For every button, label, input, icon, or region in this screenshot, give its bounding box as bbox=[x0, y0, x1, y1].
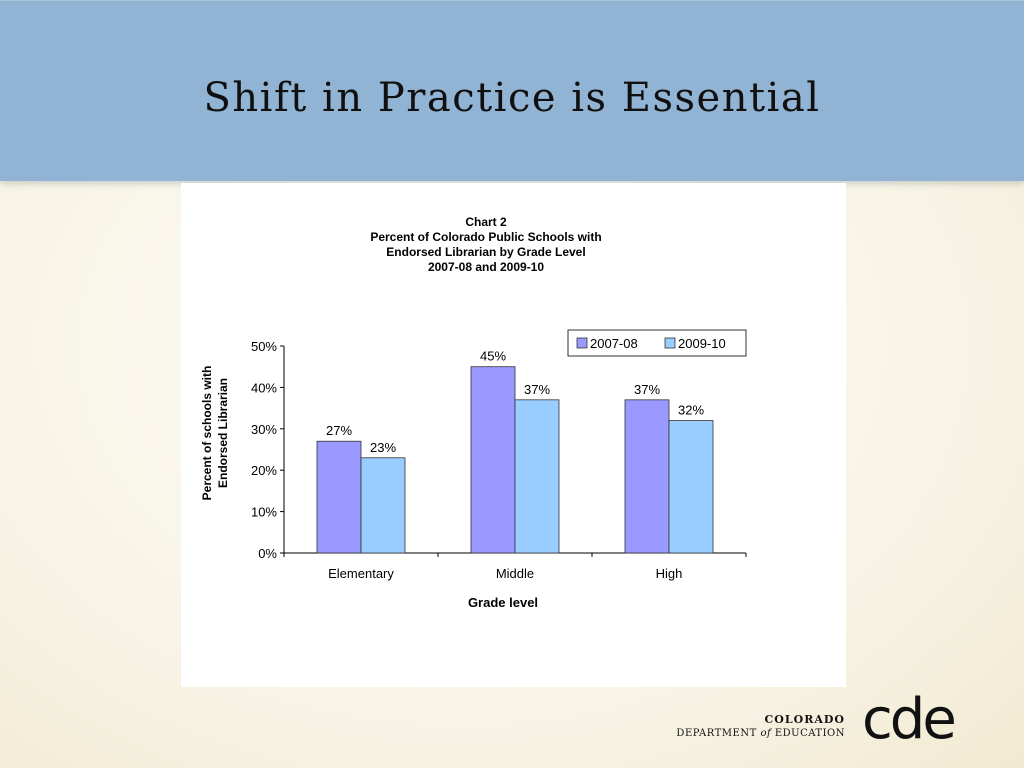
chart-panel: Chart 2 Percent of Colorado Public School… bbox=[181, 183, 846, 687]
legend-swatch bbox=[576, 337, 588, 349]
bar-2007-08 bbox=[316, 440, 362, 554]
data-label: 23% bbox=[370, 440, 396, 455]
logo-education-text: EDUCATION bbox=[771, 728, 845, 739]
data-label: 37% bbox=[524, 382, 550, 397]
y-axis-title-line: Endorsed Librarian bbox=[216, 378, 230, 488]
legend-swatch bbox=[664, 337, 676, 349]
logo-of-text: of bbox=[760, 728, 772, 739]
cde-logo: COLORADO DEPARTMENT of EDUCATION cde bbox=[676, 692, 990, 750]
bar-2009-10 bbox=[514, 399, 560, 554]
y-tick-label: 50% bbox=[251, 339, 277, 354]
logo-line-colorado: COLORADO bbox=[764, 713, 845, 726]
y-tick-label: 20% bbox=[251, 463, 277, 478]
data-label: 27% bbox=[326, 423, 352, 438]
data-label: 37% bbox=[634, 382, 660, 397]
chart-title-line: Chart 2 bbox=[465, 215, 507, 229]
slide-title: Shift in Practice is Essential bbox=[203, 75, 821, 121]
y-axis-title-line: Percent of schools with bbox=[200, 366, 214, 501]
legend-label: 2009-10 bbox=[678, 336, 726, 351]
y-tick-label: 40% bbox=[251, 380, 277, 395]
y-tick-label: 0% bbox=[258, 546, 277, 561]
legend-label: 2007-08 bbox=[590, 336, 638, 351]
logo-line-department: DEPARTMENT of EDUCATION bbox=[676, 728, 845, 739]
x-tick-label: Elementary bbox=[328, 566, 394, 581]
x-tick-label: Middle bbox=[496, 566, 534, 581]
bar-2009-10 bbox=[360, 457, 406, 554]
bar-2009-10 bbox=[668, 420, 714, 554]
legend-box bbox=[567, 329, 747, 357]
chart-title-line: Endorsed Librarian by Grade Level bbox=[386, 245, 585, 259]
bar-2007-08 bbox=[470, 366, 516, 554]
y-tick-label: 30% bbox=[251, 422, 277, 437]
cde-logo-mark: cde bbox=[862, 687, 957, 752]
y-tick-label: 10% bbox=[251, 505, 277, 520]
slide-header: Shift in Practice is Essential bbox=[0, 0, 1024, 181]
data-label: 45% bbox=[480, 349, 506, 364]
logo-department-text: DEPARTMENT bbox=[676, 728, 761, 739]
chart-title-line: Percent of Colorado Public Schools with bbox=[370, 230, 601, 244]
data-label: 32% bbox=[678, 403, 704, 418]
x-tick-label: High bbox=[656, 566, 683, 581]
chart-title-line: 2007-08 and 2009-10 bbox=[428, 260, 544, 274]
x-axis-title: Grade level bbox=[468, 595, 538, 610]
bar-2007-08 bbox=[624, 399, 670, 554]
